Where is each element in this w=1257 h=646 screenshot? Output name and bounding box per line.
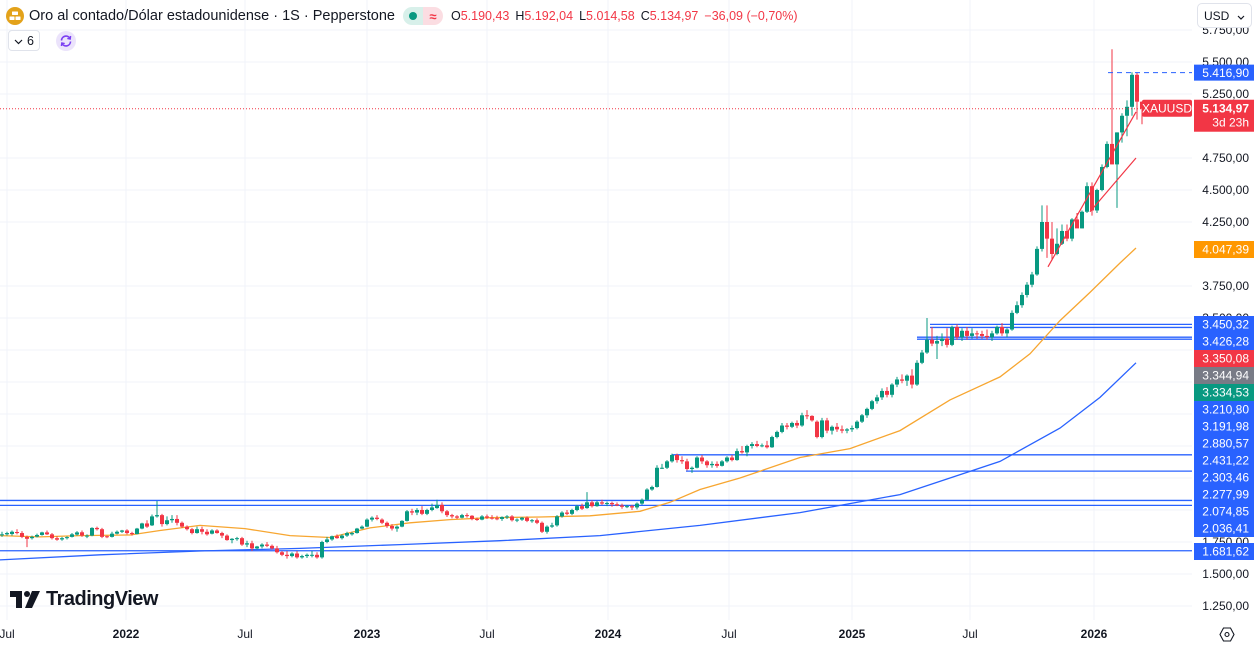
symbol-legend: Oro al contado/Dólar estadounidense · 1S…: [6, 5, 798, 27]
x-tick-label: Jul: [479, 627, 494, 641]
svg-text:2.036,41: 2.036,41: [1202, 522, 1249, 536]
y-tick-label: 1.500,00: [1202, 567, 1249, 581]
svg-text:2.074,85: 2.074,85: [1202, 505, 1249, 519]
svg-text:4.047,39: 4.047,39: [1202, 243, 1249, 257]
svg-text:3.344,94: 3.344,94: [1202, 369, 1249, 383]
svg-text:3.426,28: 3.426,28: [1202, 335, 1249, 349]
ma-slow-line: [0, 362, 1137, 561]
time-scale[interactable]: Jul 2022 Jul 2023 Jul 2024 Jul 2025 Jul 2026: [0, 627, 1108, 641]
open-value: 5.190,43: [460, 9, 510, 23]
y-tick-label: 4.750,00: [1202, 151, 1249, 165]
market-status[interactable]: ≈: [402, 7, 443, 25]
svg-text:3d 23h: 3d 23h: [1212, 116, 1249, 130]
svg-text:2.880,57: 2.880,57: [1202, 437, 1249, 451]
ma-fast-line: [0, 247, 1137, 539]
svg-text:3.350,08: 3.350,08: [1202, 352, 1249, 366]
y-tick-label: 4.500,00: [1202, 183, 1249, 197]
y-tick-label: 3.750,00: [1202, 279, 1249, 293]
trendline: [1089, 157, 1137, 213]
change-value: −36,09 (−0,70%): [704, 9, 798, 23]
symbol-title[interactable]: Oro al contado/Dólar estadounidense · 1S…: [29, 8, 395, 24]
x-tick-label: Jul: [721, 627, 736, 641]
market-open-dot-icon: [408, 12, 417, 20]
grid: [0, 0, 1192, 620]
indicator-count: 6: [27, 33, 34, 48]
last-price-line: [0, 72, 1192, 110]
low-value: 5.014,58: [586, 9, 635, 23]
x-tick-label: Jul: [0, 627, 15, 641]
svg-text:XAUUSD: XAUUSD: [1142, 102, 1192, 116]
gold-bars-icon: [6, 7, 24, 25]
x-tick-label: Jul: [237, 627, 252, 641]
y-tick-label: 4.250,00: [1202, 215, 1249, 229]
close-value: 5.134,97: [649, 9, 699, 23]
svg-text:2.303,46: 2.303,46: [1202, 471, 1249, 485]
svg-text:2.277,99: 2.277,99: [1202, 488, 1249, 502]
svg-text:1.681,62: 1.681,62: [1202, 545, 1249, 559]
chevron-down-icon: [1237, 9, 1245, 23]
scale-settings-button[interactable]: [1218, 625, 1236, 643]
tradingview-watermark[interactable]: TradingView: [10, 588, 158, 611]
x-tick-label: 2024: [595, 627, 622, 641]
refresh-icon: [60, 34, 72, 47]
currency-value: USD: [1204, 8, 1230, 23]
candlesticks: [0, 49, 1144, 559]
svg-text:3.210,80: 3.210,80: [1202, 403, 1249, 417]
svg-text:5.134,97: 5.134,97: [1202, 102, 1249, 116]
trendline: [1047, 111, 1137, 268]
horizontal-lines[interactable]: [0, 323, 1192, 552]
symbol-tag: [1142, 99, 1192, 117]
refresh-button[interactable]: [55, 30, 76, 51]
x-tick-label: 2022: [113, 627, 140, 641]
x-tick-label: 2025: [839, 627, 866, 641]
last-price-badge: [1194, 99, 1254, 132]
indicators-collapse-button[interactable]: 6: [8, 30, 40, 51]
svg-text:2.431,22: 2.431,22: [1202, 454, 1249, 468]
trendlines[interactable]: [1047, 111, 1137, 268]
x-tick-label: Jul: [962, 627, 977, 641]
indicator-legend-row: 6: [8, 30, 76, 51]
svg-text:3.334,53: 3.334,53: [1202, 386, 1249, 400]
currency-selector[interactable]: USD: [1197, 3, 1252, 28]
watermark-text: TradingView: [46, 588, 158, 610]
delayed-data-icon: ≈: [422, 7, 443, 25]
svg-text:3.191,98: 3.191,98: [1202, 420, 1249, 434]
settings-hexagon-icon: [1219, 626, 1235, 642]
x-tick-label: 2023: [354, 627, 381, 641]
ohlc-values: O5.190,43 H5.192,04 L5.014,58 C5.134,97 …: [450, 9, 798, 23]
high-value: 5.192,04: [524, 9, 574, 23]
x-tick-label: 2026: [1081, 627, 1108, 641]
tradingview-logo-icon: [10, 591, 40, 608]
svg-text:3.450,32: 3.450,32: [1202, 318, 1249, 332]
chevron-down-icon: [14, 34, 23, 48]
svg-text:5.416,90: 5.416,90: [1202, 66, 1249, 80]
y-tick-label: 1.250,00: [1202, 599, 1249, 613]
y-tick-label: 5.250,00: [1202, 87, 1249, 101]
